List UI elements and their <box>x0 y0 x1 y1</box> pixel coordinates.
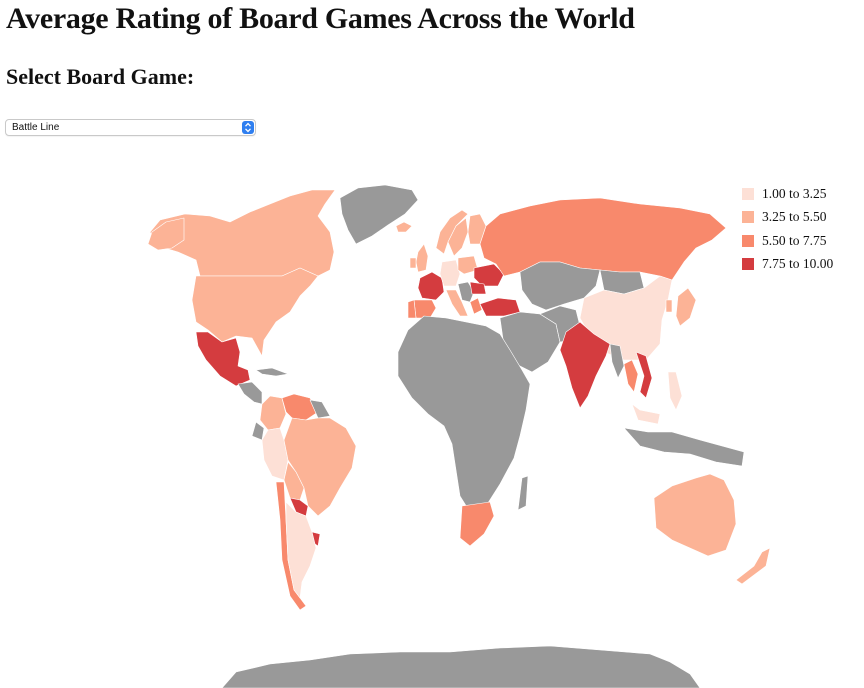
legend-swatch <box>742 187 754 200</box>
map-legend: 1.00 to 3.25 3.25 to 5.50 5.50 to 7.75 7… <box>742 182 833 276</box>
country-japan[interactable] <box>675 287 697 327</box>
country-colombia[interactable] <box>259 395 287 431</box>
country-ecuador[interactable] <box>251 421 265 441</box>
country-spain[interactable] <box>413 299 437 319</box>
country-australia[interactable] <box>653 473 737 557</box>
country-india[interactable] <box>559 321 611 409</box>
legend-item: 3.25 to 5.50 <box>742 206 833 230</box>
country-russia[interactable] <box>479 197 727 281</box>
country-central-asia[interactable] <box>519 261 601 311</box>
country-iceland[interactable] <box>395 221 413 233</box>
country-argentina[interactable] <box>285 501 317 599</box>
country-ireland[interactable] <box>409 257 417 269</box>
country-south-korea[interactable] <box>665 299 673 313</box>
country-greenland[interactable] <box>339 184 419 245</box>
page-title: Average Rating of Board Games Across the… <box>6 2 635 35</box>
country-ukraine[interactable] <box>473 263 505 287</box>
world-map <box>147 184 771 688</box>
country-greece[interactable] <box>469 297 483 315</box>
select-heading: Select Board Game: <box>6 64 195 89</box>
legend-swatch <box>742 211 754 224</box>
country-central-america[interactable] <box>237 381 263 405</box>
country-cuba[interactable] <box>255 367 289 377</box>
legend-label: 7.75 to 10.00 <box>762 256 834 272</box>
country-italy[interactable] <box>445 289 469 317</box>
country-germany[interactable] <box>439 259 461 287</box>
country-united-kingdom[interactable] <box>415 243 429 273</box>
country-madagascar[interactable] <box>517 475 529 511</box>
legend-label: 1.00 to 3.25 <box>762 185 827 201</box>
legend-swatch <box>742 258 754 271</box>
country-alaska[interactable] <box>147 217 185 251</box>
country-thailand[interactable] <box>623 359 639 393</box>
legend-item: 7.75 to 10.00 <box>742 253 833 277</box>
country-myanmar[interactable] <box>609 343 625 379</box>
legend-label: 5.50 to 7.75 <box>762 232 827 248</box>
country-turkey[interactable] <box>479 297 521 317</box>
country-africa[interactable] <box>397 315 531 513</box>
country-mexico[interactable] <box>195 331 251 387</box>
country-malaysia[interactable] <box>631 403 661 425</box>
country-indonesia[interactable] <box>623 427 745 467</box>
country-paraguay[interactable] <box>289 497 309 517</box>
select-arrows-icon <box>242 121 254 134</box>
board-game-select-value: Battle Line <box>12 122 60 133</box>
country-romania[interactable] <box>469 281 487 295</box>
legend-item: 5.50 to 7.75 <box>742 229 833 253</box>
country-balkans[interactable] <box>457 281 475 303</box>
country-south-africa[interactable] <box>459 501 495 547</box>
country-new-zealand[interactable] <box>735 547 771 585</box>
country-philippines[interactable] <box>667 371 683 411</box>
country-united-states[interactable] <box>191 267 319 357</box>
country-portugal[interactable] <box>407 299 417 319</box>
country-norway[interactable] <box>435 209 469 255</box>
country-venezuela[interactable] <box>281 393 319 421</box>
country-antarctica[interactable] <box>221 645 701 688</box>
country-poland[interactable] <box>457 255 479 275</box>
country-peru[interactable] <box>261 427 289 481</box>
legend-swatch <box>742 234 754 247</box>
country-vietnam[interactable] <box>635 351 653 399</box>
board-game-select[interactable]: Battle Line <box>5 119 256 136</box>
legend-item: 1.00 to 3.25 <box>742 182 833 206</box>
country-chile[interactable] <box>275 481 307 611</box>
country-guianas[interactable] <box>309 399 331 419</box>
country-france[interactable] <box>417 271 445 301</box>
legend-label: 3.25 to 5.50 <box>762 209 827 225</box>
